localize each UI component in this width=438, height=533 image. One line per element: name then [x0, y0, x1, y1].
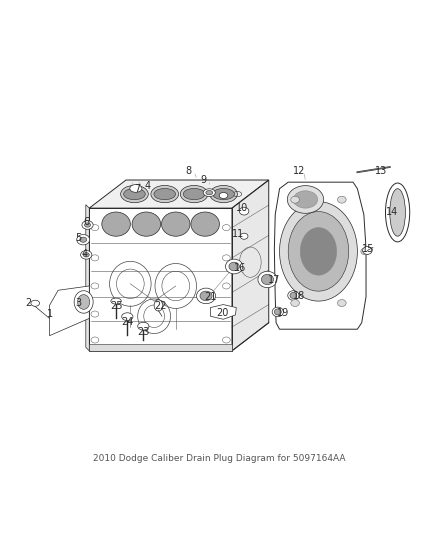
- Ellipse shape: [85, 223, 91, 227]
- Polygon shape: [89, 208, 232, 351]
- Ellipse shape: [338, 196, 346, 203]
- Ellipse shape: [138, 322, 149, 330]
- Ellipse shape: [102, 212, 131, 236]
- Ellipse shape: [287, 185, 324, 213]
- Ellipse shape: [279, 201, 357, 301]
- Text: 21: 21: [204, 292, 216, 302]
- Polygon shape: [89, 180, 269, 208]
- Ellipse shape: [154, 189, 176, 200]
- Ellipse shape: [184, 189, 205, 200]
- Ellipse shape: [219, 192, 228, 198]
- Text: 24: 24: [121, 317, 134, 327]
- Text: 14: 14: [386, 207, 398, 217]
- Text: 25: 25: [110, 301, 122, 311]
- Ellipse shape: [78, 295, 90, 309]
- Ellipse shape: [154, 300, 163, 311]
- Ellipse shape: [77, 235, 90, 245]
- Ellipse shape: [274, 309, 281, 315]
- Ellipse shape: [240, 233, 248, 239]
- Ellipse shape: [206, 190, 213, 195]
- Ellipse shape: [288, 212, 349, 291]
- Ellipse shape: [124, 189, 145, 200]
- Ellipse shape: [130, 184, 142, 192]
- Ellipse shape: [239, 207, 249, 215]
- Text: 10: 10: [236, 203, 248, 213]
- Text: 6: 6: [83, 217, 89, 227]
- Text: 1: 1: [47, 309, 53, 319]
- Text: 5: 5: [75, 233, 81, 244]
- Polygon shape: [210, 304, 236, 319]
- Ellipse shape: [291, 196, 300, 203]
- Ellipse shape: [213, 189, 234, 200]
- Ellipse shape: [291, 300, 300, 306]
- Text: 13: 13: [375, 166, 387, 176]
- Text: 12: 12: [293, 166, 305, 176]
- Ellipse shape: [180, 185, 208, 203]
- Ellipse shape: [226, 259, 243, 274]
- Text: 11: 11: [232, 229, 244, 239]
- Ellipse shape: [122, 313, 133, 320]
- Ellipse shape: [197, 288, 215, 304]
- Text: 4: 4: [145, 182, 151, 191]
- Text: 2010 Dodge Caliber Drain Plug Diagram for 5097164AA: 2010 Dodge Caliber Drain Plug Diagram fo…: [93, 455, 345, 463]
- Text: 3: 3: [75, 298, 81, 308]
- Polygon shape: [49, 286, 89, 336]
- Text: 17: 17: [268, 276, 281, 285]
- Ellipse shape: [81, 251, 92, 259]
- Text: 23: 23: [137, 327, 149, 337]
- Polygon shape: [232, 180, 269, 351]
- Ellipse shape: [203, 189, 215, 197]
- Polygon shape: [86, 205, 89, 351]
- Ellipse shape: [151, 185, 179, 203]
- Ellipse shape: [132, 212, 161, 236]
- Ellipse shape: [261, 274, 273, 285]
- Ellipse shape: [229, 262, 239, 271]
- Ellipse shape: [300, 228, 337, 275]
- Ellipse shape: [290, 293, 297, 298]
- Text: 20: 20: [216, 308, 229, 318]
- Ellipse shape: [111, 298, 121, 304]
- Text: 19: 19: [277, 308, 289, 318]
- Ellipse shape: [191, 212, 219, 236]
- Ellipse shape: [83, 253, 89, 257]
- Polygon shape: [274, 182, 366, 329]
- Ellipse shape: [390, 189, 406, 236]
- Ellipse shape: [80, 237, 87, 243]
- Ellipse shape: [200, 291, 212, 301]
- Ellipse shape: [338, 300, 346, 306]
- Ellipse shape: [120, 185, 148, 203]
- Ellipse shape: [272, 307, 283, 317]
- Text: 7: 7: [134, 184, 140, 193]
- Text: 9: 9: [201, 175, 207, 185]
- Ellipse shape: [74, 290, 93, 313]
- Text: 16: 16: [233, 263, 246, 273]
- Ellipse shape: [82, 221, 93, 229]
- Ellipse shape: [31, 300, 39, 306]
- Ellipse shape: [385, 183, 410, 242]
- Ellipse shape: [361, 248, 370, 255]
- Ellipse shape: [210, 185, 237, 203]
- Text: 18: 18: [293, 291, 305, 301]
- Polygon shape: [89, 344, 232, 351]
- Ellipse shape: [288, 290, 299, 300]
- Ellipse shape: [293, 191, 318, 208]
- Text: 8: 8: [186, 166, 192, 176]
- Text: 22: 22: [154, 301, 167, 311]
- Ellipse shape: [363, 247, 372, 254]
- Ellipse shape: [162, 212, 190, 236]
- Text: 15: 15: [362, 244, 374, 254]
- Text: 2: 2: [25, 298, 32, 308]
- Ellipse shape: [258, 271, 277, 288]
- Text: 4: 4: [82, 248, 88, 259]
